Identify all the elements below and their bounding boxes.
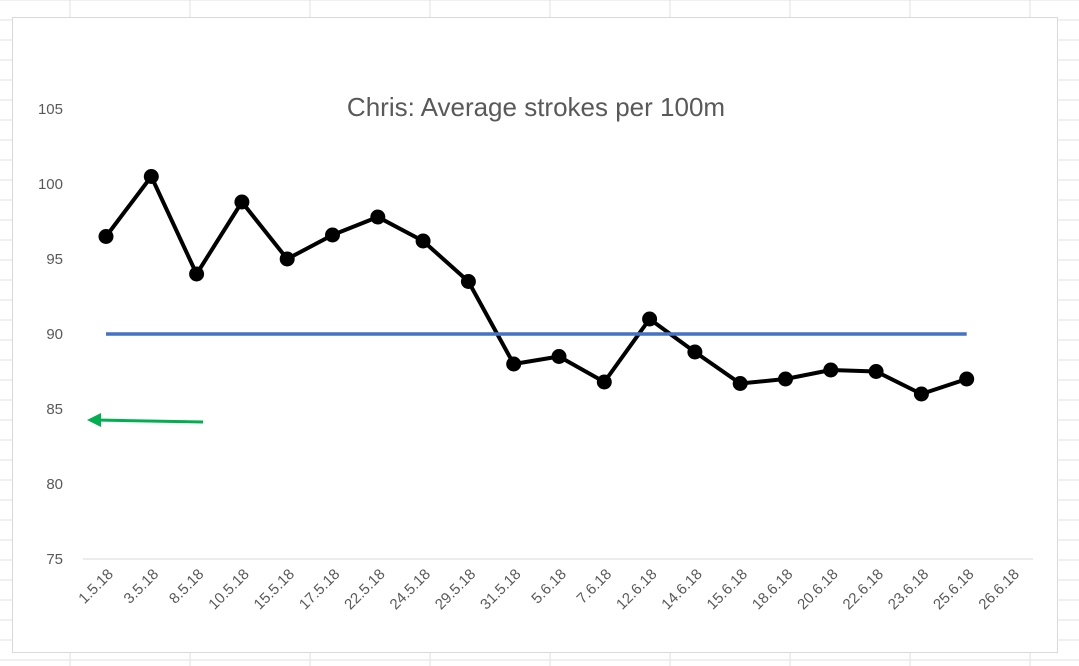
x-axis-ticks: 1.5.18 3.5.18 8.5.1810.5.1815.5.1817.5.182… (75, 566, 1023, 613)
chart-title: Chris: Average strokes per 100m (347, 92, 725, 122)
x-tick-label: 31.5.18 (477, 566, 524, 613)
y-tick-label: 95 (46, 251, 63, 268)
data-point (189, 266, 205, 282)
data-point (370, 209, 386, 225)
data-point (98, 229, 114, 244)
x-tick-label: 23.6.18 (885, 566, 932, 613)
x-tick-label: 22.5.18 (341, 566, 388, 613)
data-point (959, 371, 975, 387)
x-tick-label: 17.5.18 (296, 566, 343, 613)
y-tick-label: 85 (46, 401, 63, 418)
data-point (415, 233, 431, 249)
chart-area[interactable]: Chris: Average strokes per 100m 75 80 85 90… (12, 17, 1058, 653)
data-point (460, 274, 476, 289)
data-point (868, 364, 884, 379)
y-tick-label: 100 (38, 176, 63, 193)
x-tick-label: 20.6.18 (794, 566, 841, 613)
x-tick-label: 26.6.18 (975, 566, 1022, 613)
series-layer (98, 169, 975, 402)
x-tick-label: 15.6.18 (704, 566, 751, 613)
data-point (823, 362, 839, 378)
data-point (551, 349, 567, 364)
x-tick-label: 1.5.18 (75, 566, 117, 608)
x-tick-label: 22.6.18 (840, 566, 887, 613)
data-point (234, 194, 250, 210)
x-tick-label: 25.6.18 (930, 566, 977, 613)
line-chart: Chris: Average strokes per 100m 75 80 85 90… (38, 92, 1033, 613)
data-point (913, 386, 929, 402)
data-point (732, 376, 748, 391)
data-point (143, 169, 159, 184)
x-tick-label: 10.5.18 (205, 566, 252, 613)
data-point (506, 356, 522, 372)
data-point (778, 371, 793, 387)
x-tick-label: 18.6.18 (749, 566, 796, 613)
y-axis-ticks: 75 80 85 90 95 100 105 (38, 101, 63, 568)
x-tick-label: 5.6.18 (528, 566, 570, 608)
y-tick-label: 90 (46, 326, 63, 343)
arrow-shaft (96, 418, 204, 424)
y-tick-label: 75 (46, 551, 63, 568)
data-point (687, 344, 703, 360)
arrow-head (87, 413, 101, 427)
x-tick-label: 3.5.18 (121, 566, 163, 608)
data-point (642, 311, 658, 327)
x-tick-label: 8.5.18 (166, 566, 208, 608)
x-tick-label: 14.6.18 (658, 566, 705, 613)
series-line-strokes (104, 174, 968, 396)
x-tick-label: 7.6.18 (574, 566, 616, 608)
data-point (596, 374, 612, 390)
y-tick-label: 105 (38, 101, 63, 118)
x-tick-label: 29.5.18 (432, 566, 479, 613)
x-tick-label: 15.5.18 (251, 566, 298, 613)
x-tick-label: 24.5.18 (387, 566, 434, 613)
annotation-layer (87, 413, 204, 427)
data-point (325, 227, 340, 243)
x-tick-label: 12.6.18 (613, 566, 660, 613)
data-point (279, 251, 295, 267)
y-tick-label: 80 (46, 476, 63, 493)
